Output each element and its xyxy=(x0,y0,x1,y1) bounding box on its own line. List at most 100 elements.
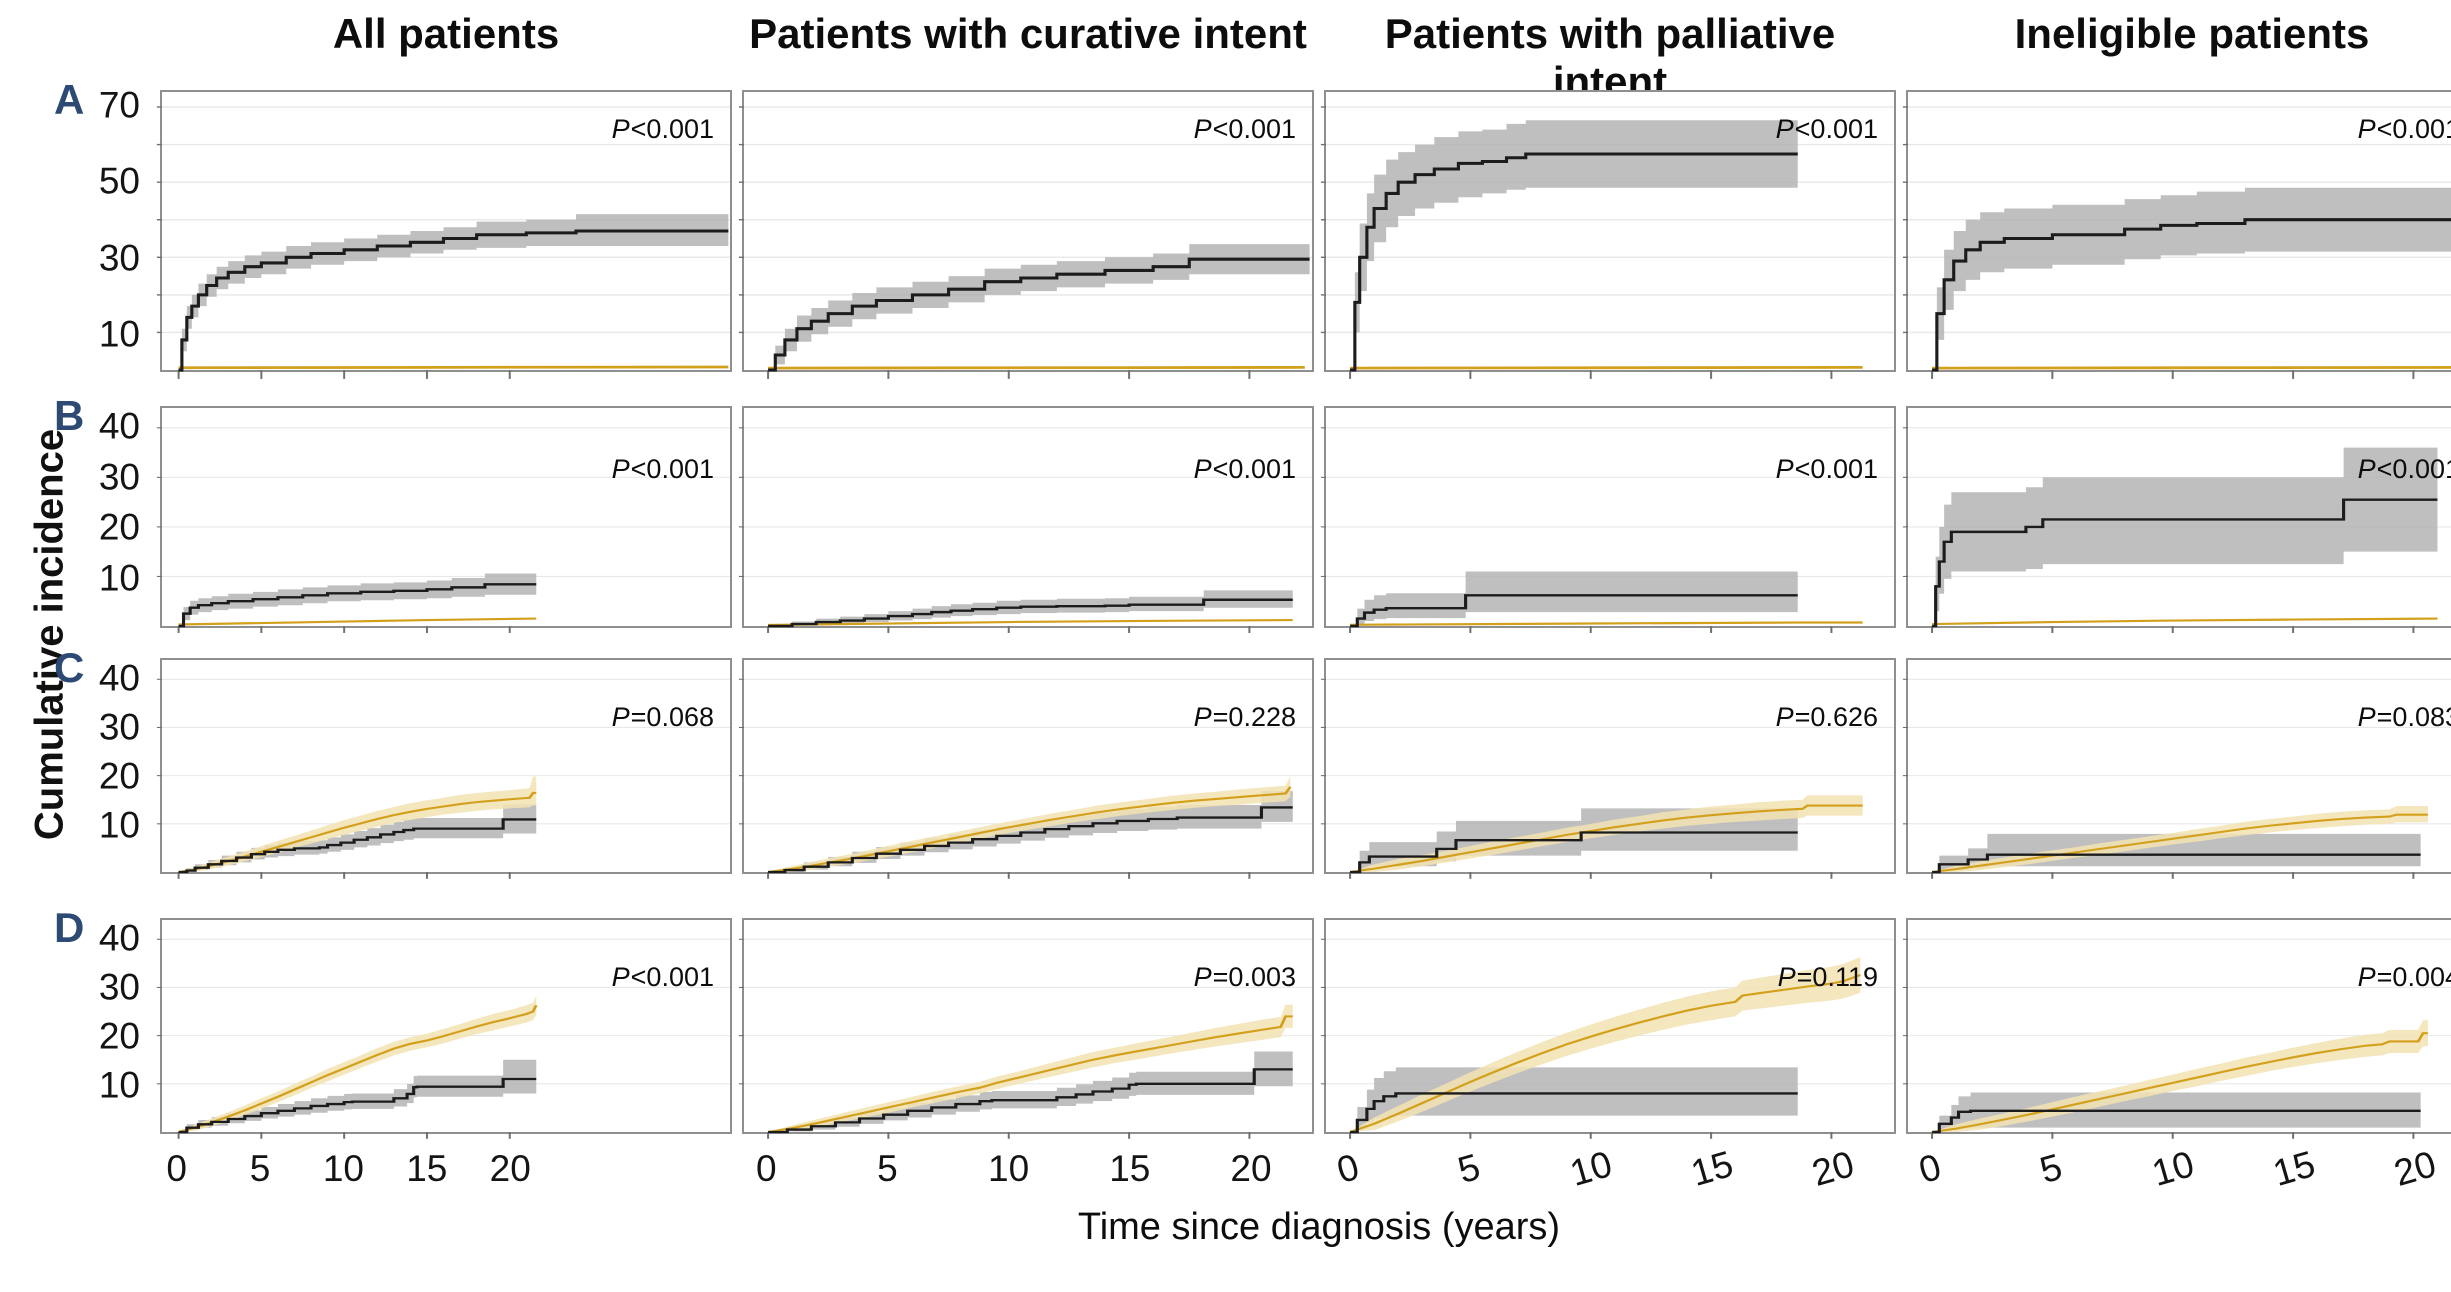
black-curve xyxy=(1932,218,2451,372)
p-value-label: P=0.083 xyxy=(2357,702,2451,733)
panel-A-col4: P<0.001 xyxy=(1902,90,2451,379)
panel-C-col4: P=0.083 xyxy=(1902,658,2451,879)
black-curve xyxy=(768,806,1293,874)
x-tick-label: 5 xyxy=(249,1148,271,1189)
p-value-label: P<0.001 xyxy=(2357,453,2451,484)
y-tick-label: 30 xyxy=(98,237,140,279)
x-tick-label: 10 xyxy=(1565,1143,1617,1194)
p-value-label: P<0.001 xyxy=(1775,114,1878,145)
y-tick-label: 50 xyxy=(98,160,140,202)
p-value-label: P=0.003 xyxy=(1193,962,1296,993)
gold-confidence-band xyxy=(1932,1020,2428,1132)
black-curve xyxy=(768,598,1293,628)
gold-curve xyxy=(1350,621,1863,626)
x-tick-label: 10 xyxy=(322,1148,365,1189)
x-tick-label: 15 xyxy=(406,1148,448,1189)
row-label-D: D xyxy=(54,904,85,951)
panel-D-col4: P=0.004 xyxy=(1902,918,2451,1139)
black-curve xyxy=(1350,1092,1798,1134)
y-tick-label: 40 xyxy=(98,405,140,447)
p-value-label: P=0.626 xyxy=(1775,702,1878,733)
y-tick-label: 10 xyxy=(98,557,140,599)
x-tick-label: 20 xyxy=(1807,1143,1859,1194)
black-curve xyxy=(178,818,537,874)
black-curve xyxy=(768,1068,1293,1134)
column-header-palliative-intent: Patients with palliative intent xyxy=(1384,10,1836,106)
black-confidence-band xyxy=(1932,187,2451,370)
black-curve xyxy=(768,257,1310,372)
x-tick-label: 5 xyxy=(2035,1145,2067,1192)
y-tick-label: 10 xyxy=(98,804,140,846)
black-curve xyxy=(1350,152,1798,372)
x-tick-labels-col4: 0 5 10 15 20 xyxy=(1906,1134,2451,1196)
p-value-label: P<0.001 xyxy=(1775,453,1878,484)
panel-B-col2: P<0.001 xyxy=(738,406,1314,633)
gold-curve xyxy=(178,1004,538,1134)
x-tick-label: 15 xyxy=(1686,1143,1738,1194)
y-tick-label: 40 xyxy=(98,917,140,959)
gold-curve xyxy=(1349,804,1863,874)
panel-A-col3: P<0.001 xyxy=(1320,90,1896,379)
panel-A-col1: P<0.001 xyxy=(156,90,732,379)
panel-B-col3: P<0.001 xyxy=(1320,406,1896,633)
black-curve xyxy=(1932,498,2438,628)
p-value-label: P<0.001 xyxy=(2357,114,2451,145)
x-tick-label: 20 xyxy=(489,1148,531,1189)
black-confidence-band xyxy=(1932,447,2438,626)
x-tick-label: 10 xyxy=(2147,1143,2199,1194)
y-tick-label: 20 xyxy=(98,755,140,797)
y-tick-label: 20 xyxy=(98,1015,140,1057)
black-confidence-band xyxy=(1932,833,2421,872)
gold-curve xyxy=(178,365,729,370)
x-tick-label: 15 xyxy=(2268,1143,2320,1194)
x-tick-label: 0 xyxy=(755,1148,777,1189)
gold-confidence-band xyxy=(1350,795,1863,872)
column-header-all-patients: All patients xyxy=(332,10,560,57)
gold-curve xyxy=(1932,366,2451,370)
row-label-C: C xyxy=(54,644,85,691)
panel-C-col3: P=0.626 xyxy=(1320,658,1896,879)
black-curve xyxy=(1350,831,1798,874)
gold-curve xyxy=(178,617,537,626)
x-axis-title: Time since diagnosis (years) xyxy=(1077,1206,1561,1248)
black-curve xyxy=(178,1077,537,1134)
black-curve xyxy=(178,229,729,372)
p-value-label: P<0.001 xyxy=(611,453,714,484)
y-tick-label: 30 xyxy=(98,966,140,1008)
black-confidence-band xyxy=(178,573,537,626)
x-tick-label: 5 xyxy=(1453,1145,1485,1192)
p-value-label: P=0.004 xyxy=(2357,962,2451,993)
row-gutter-A: A 10 30 50 70 xyxy=(30,76,150,372)
row-gutter-C: C 10 20 30 40 xyxy=(30,644,150,874)
panel-A-col2: P<0.001 xyxy=(738,90,1314,379)
y-tick-label: 30 xyxy=(98,706,140,748)
x-tick-label: 5 xyxy=(877,1148,898,1189)
gold-confidence-band xyxy=(768,1004,1293,1132)
panel-B-col4: P<0.001 xyxy=(1902,406,2451,633)
y-tick-label: 30 xyxy=(98,456,140,498)
gold-curve xyxy=(768,618,1293,627)
panel-D-col2: P=0.003 xyxy=(738,918,1314,1139)
x-tick-label: 20 xyxy=(1230,1148,1272,1189)
x-tick-label: 0 xyxy=(1914,1145,1946,1192)
column-header-curative-intent: Patients with curative intent xyxy=(749,10,1307,57)
panel-C-col1: P=0.068 xyxy=(156,658,732,879)
x-tick-label: 10 xyxy=(988,1148,1030,1189)
x-tick-labels-col2: 0 5 10 15 20 xyxy=(742,1134,1314,1196)
y-tick-label: 10 xyxy=(98,1064,140,1106)
x-tick-labels-col3: 0 5 10 15 20 xyxy=(1324,1134,1896,1196)
chart-grid: All patients Patients with curative inte… xyxy=(30,6,2451,1250)
gold-curve xyxy=(767,1015,1293,1134)
black-confidence-band xyxy=(768,244,1310,370)
black-confidence-band xyxy=(1350,571,1798,626)
y-tick-label: 20 xyxy=(98,506,140,548)
y-tick-label: 70 xyxy=(98,84,140,126)
row-gutter-D: D 10 20 30 40 xyxy=(30,904,150,1134)
gold-curve xyxy=(1931,813,2428,874)
black-curve xyxy=(178,583,537,628)
row-label-A: A xyxy=(54,76,85,123)
panel-C-col2: P=0.228 xyxy=(738,658,1314,879)
black-confidence-band xyxy=(1350,120,1798,370)
panel-D-col1: P<0.001 xyxy=(156,918,732,1139)
p-value-label: P<0.001 xyxy=(1193,453,1296,484)
